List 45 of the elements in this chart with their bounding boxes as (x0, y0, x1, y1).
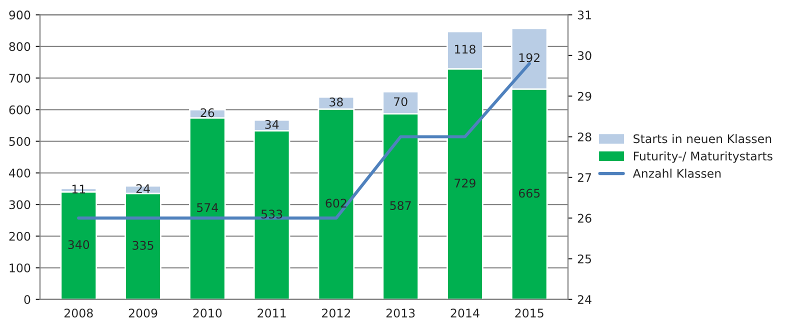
y2-tick-label: 31 (578, 10, 591, 20)
y-tick-label: 900 (9, 10, 30, 20)
x-tick-label: 2015 (515, 308, 544, 318)
data-label: 34 (265, 120, 279, 129)
data-label: 192 (519, 53, 540, 62)
data-label: 38 (330, 98, 343, 106)
data-label: 574 (197, 203, 218, 212)
x-tick-label: 2008 (64, 308, 93, 318)
y-tick-label: 100 (10, 263, 30, 272)
data-label: 11 (72, 184, 86, 194)
data-label: 665 (518, 188, 540, 198)
y2-tick-label: 29 (578, 92, 592, 101)
x-tick-label: 2011 (258, 308, 286, 318)
y-tick-label: 400 (9, 168, 30, 178)
legend-label: Anzahl Klassen (632, 168, 721, 178)
data-label: 729 (454, 178, 476, 188)
x-tick-label: 2010 (193, 308, 222, 318)
y2-tick-label: 27 (578, 173, 592, 182)
x-tick-label: 2009 (128, 308, 158, 318)
y2-tick-label: 30 (578, 51, 592, 60)
y-tick-label: 600 (9, 105, 30, 114)
data-label: 70 (394, 97, 408, 106)
data-label: 587 (390, 201, 411, 210)
x-tick-label: 2014 (450, 308, 480, 318)
y-tick-label: 800 (9, 42, 30, 52)
y-tick-label: 200 (9, 232, 30, 241)
y2-tick-label: 28 (578, 132, 592, 142)
y-tick-label: 0 (24, 295, 30, 304)
data-label: 118 (455, 44, 476, 54)
y-tick-label: 700 (9, 74, 30, 83)
legend-label: Starts in neuen Klassen (634, 134, 772, 144)
y2-tick-label: 25 (578, 254, 592, 264)
y2-tick-label: 24 (578, 295, 592, 304)
y-tick-label: 500 (9, 137, 30, 146)
legend-label: Futurity-/ Maturitystarts (634, 151, 772, 163)
data-label: 335 (132, 240, 154, 250)
data-label: 24 (136, 184, 150, 193)
y-tick-label: 300 (9, 200, 30, 210)
y2-tick-label: 26 (578, 214, 592, 223)
data-label: 602 (326, 198, 346, 208)
data-label: 26 (200, 108, 214, 118)
data-label: 533 (261, 210, 282, 219)
data-label: 340 (68, 240, 90, 250)
x-tick-label: 2012 (322, 308, 350, 318)
x-tick-label: 2013 (386, 308, 415, 318)
